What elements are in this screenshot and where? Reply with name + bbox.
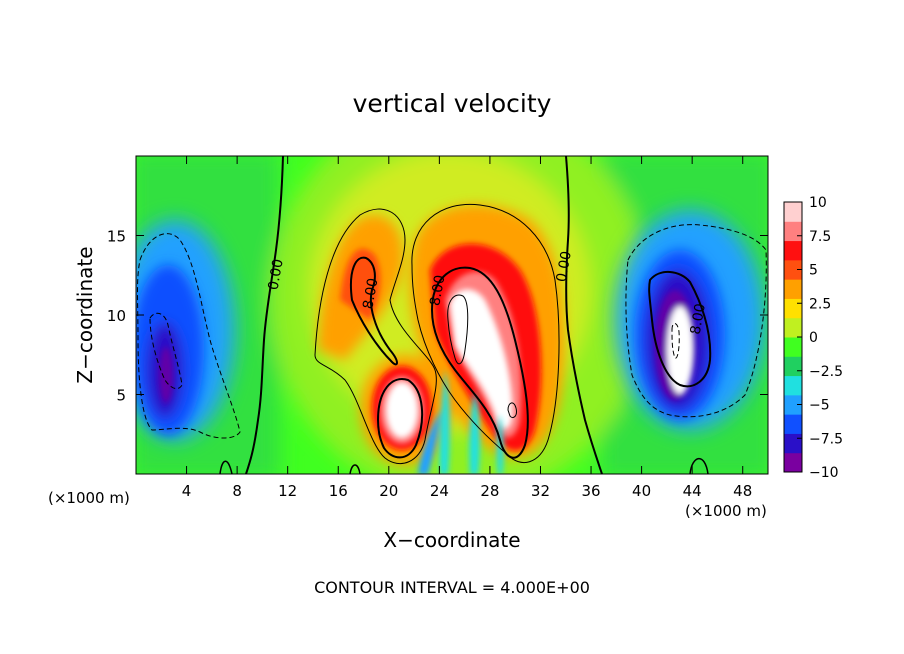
contour-neg-8-right xyxy=(648,271,712,388)
colorbar-tick-label: 7.5 xyxy=(809,229,831,245)
y-axis: 5 10 15 xyxy=(107,228,768,405)
colorbar-tick-label: −10 xyxy=(809,465,839,481)
colorbar-swatch xyxy=(784,433,802,454)
colorbar-swatch xyxy=(784,298,802,319)
colorbar-swatch xyxy=(784,375,802,396)
contour-zero-right xyxy=(565,156,603,474)
x-tick-label: 12 xyxy=(278,482,297,500)
colorbar-tick-label: 0 xyxy=(809,330,818,346)
colorbar-tick-label: −7.5 xyxy=(809,431,843,447)
colorbar-tick-label: −5 xyxy=(809,398,830,414)
x-tick-label: 36 xyxy=(581,482,600,500)
contour-neg-4-left xyxy=(137,233,241,439)
contour-label: 0.00 xyxy=(266,258,287,291)
x-unit-right: (×1000 m) xyxy=(685,502,767,520)
colorbar-swatch xyxy=(784,337,802,357)
contour-8-c xyxy=(430,266,529,459)
y-axis-label: Z−coordinate xyxy=(73,246,97,383)
colorbar: 10 7.5 5 2.5 0 −2.5 −5 −7.5 −10 xyxy=(783,195,843,481)
x-unit-left: (×1000 m) xyxy=(48,489,130,507)
contour-label: 8.00 xyxy=(688,302,709,335)
contour-interval-note: CONTOUR INTERVAL = 4.000E+00 xyxy=(314,578,590,597)
colorbar-swatch xyxy=(784,356,802,377)
colorbar-tick-label: 2.5 xyxy=(809,296,831,312)
contour-zero-left xyxy=(245,156,284,474)
colorbar-swatch xyxy=(784,317,802,338)
contour-label: 8.00 xyxy=(427,274,448,307)
x-tick-label: 28 xyxy=(480,482,499,500)
chart-title: vertical velocity xyxy=(353,89,552,118)
x-axis: 4 8 12 16 20 24 28 32 36 40 44 48 xyxy=(182,156,752,500)
colorbar-tick-label: 5 xyxy=(809,263,818,279)
y-tick-label: 5 xyxy=(116,387,126,405)
x-tick-label: 40 xyxy=(632,482,651,500)
colorbar-swatch xyxy=(784,240,802,261)
contour-8-a xyxy=(350,256,398,366)
x-tick-label: 48 xyxy=(733,482,752,500)
colorbar-swatch xyxy=(784,259,802,280)
contour-label: 8.00 xyxy=(360,277,381,310)
x-tick-label: 44 xyxy=(683,482,702,500)
y-tick-label: 10 xyxy=(107,307,126,325)
x-tick-label: 24 xyxy=(430,482,449,500)
colorbar-tick-label: 10 xyxy=(809,195,827,211)
colorbar-swatch xyxy=(784,452,802,473)
colorbar-swatch xyxy=(784,202,802,222)
contour-labels: 0.00 0.00 8.00 8.00 8.00 xyxy=(266,250,709,336)
contour-4-a xyxy=(314,208,437,464)
contour-label: 0.00 xyxy=(554,250,575,283)
colorbar-tick-label: −2.5 xyxy=(809,364,843,380)
x-tick-label: 8 xyxy=(232,482,242,500)
contour-neg-8-left xyxy=(149,312,183,390)
colorbar-swatch xyxy=(784,279,802,299)
contour-4-b xyxy=(411,203,560,463)
contour-8-b xyxy=(376,378,424,459)
x-axis-label: X−coordinate xyxy=(383,528,520,552)
heatmap-field xyxy=(136,156,768,474)
contour-bottom-wiggles xyxy=(219,457,709,474)
contour-neg-4-right xyxy=(625,224,767,418)
x-tick-label: 32 xyxy=(531,482,550,500)
contour-lines xyxy=(137,156,767,474)
y-tick-label: 15 xyxy=(107,228,126,246)
colorbar-swatch xyxy=(784,414,802,434)
contour-12-a xyxy=(447,294,469,365)
contour-neg-12-right xyxy=(671,323,680,359)
colorbar-swatch xyxy=(784,394,802,415)
contour-12-b xyxy=(507,402,517,419)
colorbar-swatch xyxy=(784,221,802,242)
x-tick-label: 16 xyxy=(329,482,348,500)
x-tick-label: 4 xyxy=(182,482,192,500)
x-tick-label: 20 xyxy=(379,482,398,500)
